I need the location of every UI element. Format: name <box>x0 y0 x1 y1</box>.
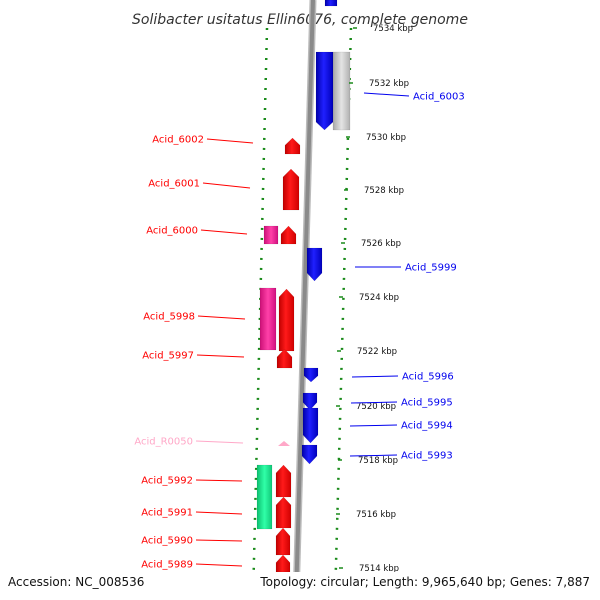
scale-label: 7518 kbp <box>358 456 398 466</box>
gene-feature-acid-r0050[interactable] <box>278 441 290 446</box>
gene-label-leader <box>351 375 399 378</box>
gene-label-acid-5993[interactable]: Acid_5993 <box>401 451 453 462</box>
gene-label-leader <box>196 354 245 358</box>
gene-feature-acid-5993[interactable] <box>301 444 318 465</box>
gene-feature-forward-other-0[interactable] <box>256 464 273 530</box>
scale-label: 7522 kbp <box>357 347 397 357</box>
gene-feature-acid-6002[interactable] <box>284 137 301 155</box>
scale-label: 7516 kbp <box>356 510 396 520</box>
scale-label: 7526 kbp <box>361 239 401 249</box>
genome-summary-text: Topology: circular; Length: 9,965,640 bp… <box>259 575 590 589</box>
gene-label-acid-5991[interactable]: Acid_5991 <box>141 508 193 519</box>
gene-feature-acid-5990[interactable] <box>275 527 291 556</box>
backbone <box>294 0 315 600</box>
gene-feature-acid-5994[interactable] <box>302 407 319 444</box>
gene-label-acid-5997[interactable]: Acid_5997 <box>142 351 194 362</box>
gene-label-leader <box>202 182 251 189</box>
gene-label-acid-5999[interactable]: Acid_5999 <box>405 263 457 274</box>
gene-label-leader <box>349 454 398 457</box>
gene-label-acid-5998[interactable]: Acid_5998 <box>143 312 195 323</box>
gene-label-acid-6003[interactable]: Acid_6003 <box>413 92 465 103</box>
gene-feature-acid-6003[interactable] <box>315 51 334 131</box>
gene-label-acid-r0050[interactable]: Acid_R0050 <box>134 437 193 448</box>
gene-label-acid-6000[interactable]: Acid_6000 <box>146 226 198 237</box>
gene-feature-forward-rna-1[interactable] <box>259 287 277 351</box>
gene-feature-acid-6000[interactable] <box>280 225 297 245</box>
gene-label-leader <box>195 479 243 482</box>
gene-label-leader <box>195 539 243 542</box>
scale-label: 7532 kbp <box>369 79 409 89</box>
footer-band <box>0 572 600 600</box>
gene-label-leader <box>350 401 398 404</box>
scale-label: 7524 kbp <box>359 293 399 303</box>
scale-label: 7520 kbp <box>356 402 396 412</box>
accession-text: Accession: NC_008536 <box>8 575 144 589</box>
gene-label-leader <box>195 440 244 444</box>
map-title: Solibacter usitatus Ellin6076, complete … <box>132 12 468 28</box>
gene-label-acid-5990[interactable]: Acid_5990 <box>141 536 193 547</box>
gene-feature-acid-6001[interactable] <box>282 168 300 211</box>
gene-feature-acid-5992[interactable] <box>275 464 292 498</box>
scale-label: 7530 kbp <box>366 133 406 143</box>
gene-label-acid-6002[interactable]: Acid_6002 <box>152 135 204 146</box>
gene-feature-forward-rna-0[interactable] <box>263 225 279 245</box>
gene-feature-reverse-cds-top[interactable] <box>324 0 338 7</box>
gene-label-leader <box>200 229 248 235</box>
gene-label-acid-5995[interactable]: Acid_5995 <box>401 398 453 409</box>
gene-label-acid-5996[interactable]: Acid_5996 <box>402 372 454 383</box>
gene-label-acid-5994[interactable]: Acid_5994 <box>401 421 453 432</box>
gene-feature-acid-5997[interactable] <box>276 348 293 369</box>
gene-label-leader <box>206 138 254 144</box>
scale-label: 7528 kbp <box>364 186 404 196</box>
gene-feature-acid-5998[interactable] <box>278 288 295 352</box>
scale-label: 7514 kbp <box>359 564 399 574</box>
gene-label-leader <box>197 315 246 320</box>
gene-label-leader <box>349 424 398 427</box>
gene-label-acid-5992[interactable]: Acid_5992 <box>141 476 193 487</box>
gene-label-acid-6001[interactable]: Acid_6001 <box>148 179 200 190</box>
gene-feature-acid-5989[interactable] <box>275 554 291 573</box>
gene-feature-acid-5999[interactable] <box>306 247 323 282</box>
gene-feature-reverse-other-0[interactable] <box>332 51 351 131</box>
gene-label-leader <box>195 511 243 515</box>
gene-feature-acid-5991[interactable] <box>275 496 292 529</box>
gene-label-leader <box>195 563 243 567</box>
gene-feature-acid-5995[interactable] <box>302 392 318 411</box>
gene-label-acid-5989[interactable]: Acid_5989 <box>141 560 193 571</box>
gene-feature-acid-5996[interactable] <box>303 367 319 383</box>
scale-label: 7534 kbp <box>373 24 413 34</box>
gene-label-leader <box>363 92 410 97</box>
